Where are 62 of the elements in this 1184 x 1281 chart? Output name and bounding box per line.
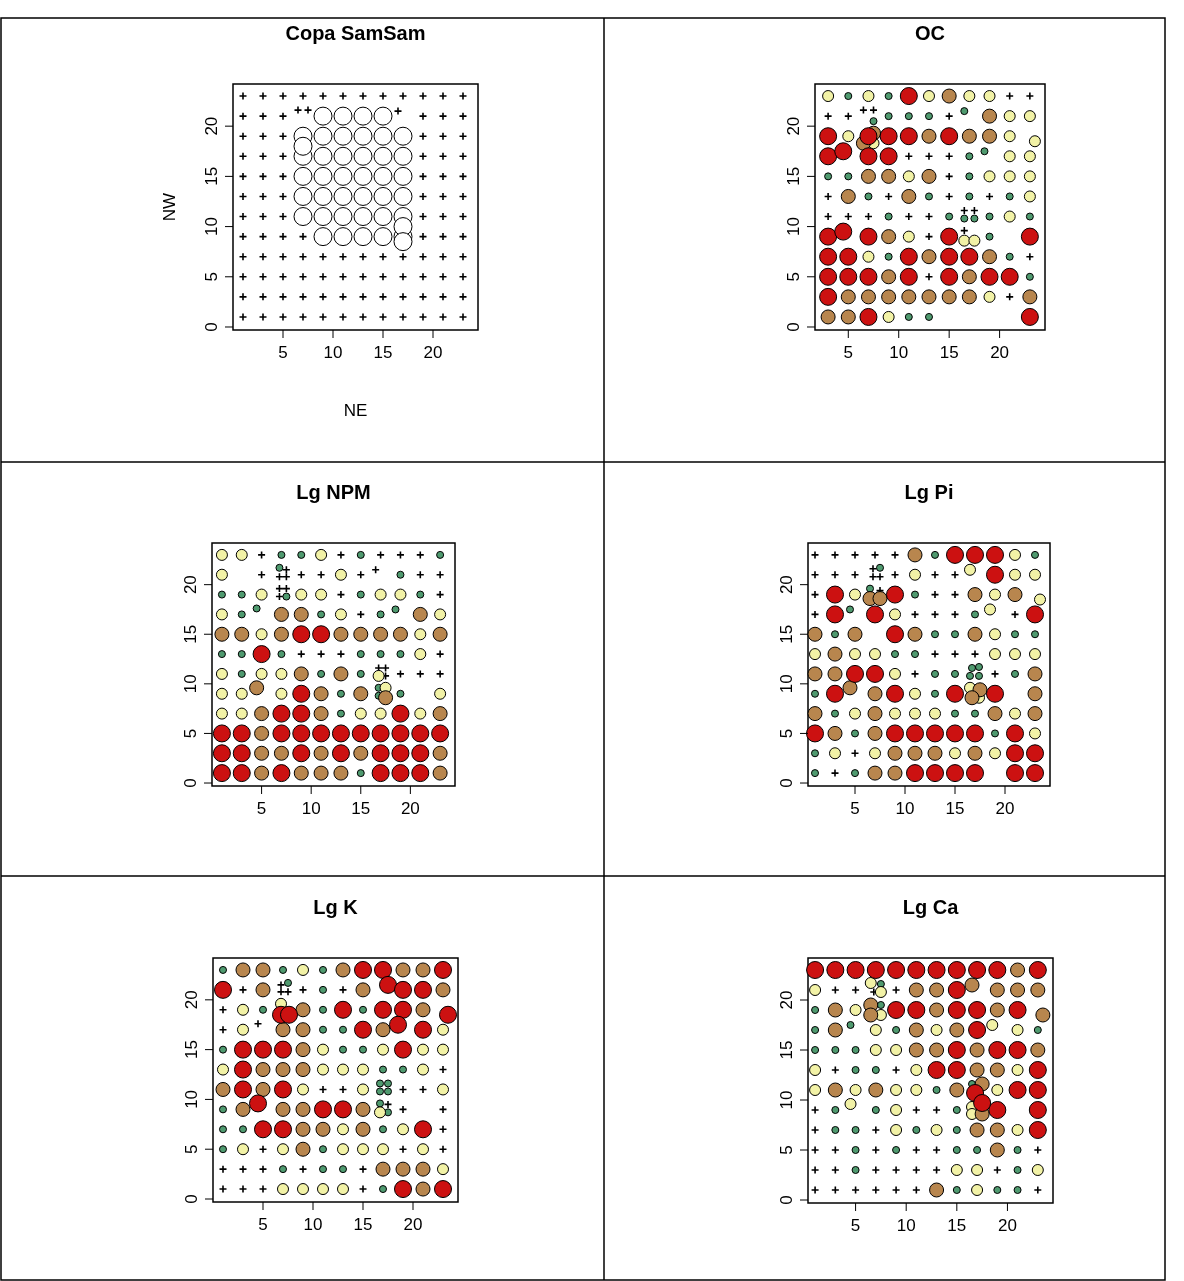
chart-title: Lg K <box>313 896 359 918</box>
x-tick-label: 20 <box>423 343 443 362</box>
chart-title: Copa SamSam <box>285 22 426 44</box>
chart-title: Lg NPM <box>296 481 371 503</box>
chart-title: Lg Ca <box>902 896 960 918</box>
y-tick-label: 10 <box>181 674 200 694</box>
x-tick-label: 5 <box>843 343 854 362</box>
x-tick-label: 15 <box>351 799 371 818</box>
y-tick-label: 10 <box>182 1089 201 1109</box>
x-tick-label: 20 <box>400 799 420 818</box>
y-tick-label: 10 <box>202 217 221 237</box>
y-tick-label: 0 <box>777 778 796 788</box>
y-tick-label: 0 <box>181 778 200 788</box>
y-tick-label: 5 <box>784 272 803 282</box>
y-tick-label: 20 <box>784 116 803 136</box>
y-axis-title: NW <box>160 192 179 222</box>
y-tick-label: 15 <box>777 1040 796 1060</box>
y-tick-label: 20 <box>777 575 796 595</box>
y-tick-label: 15 <box>181 624 200 644</box>
x-tick-label: 20 <box>995 799 1015 818</box>
y-tick-label: 10 <box>777 1090 796 1110</box>
y-tick-label: 10 <box>784 217 803 237</box>
x-tick-label: 10 <box>301 799 321 818</box>
x-axis-title: NE <box>343 401 368 420</box>
x-tick-label: 10 <box>895 799 915 818</box>
y-tick-label: 15 <box>182 1040 201 1060</box>
y-tick-label: 15 <box>777 624 796 644</box>
chart-title: OC <box>915 22 945 44</box>
y-tick-label: 15 <box>202 166 221 186</box>
x-tick-label: 5 <box>850 1216 861 1235</box>
y-tick-label: 5 <box>777 1145 796 1155</box>
x-tick-label: 15 <box>945 799 965 818</box>
y-tick-label: 5 <box>777 728 796 739</box>
x-tick-label: 10 <box>303 1215 323 1234</box>
y-tick-label: 20 <box>202 116 221 136</box>
y-tick-label: 15 <box>784 166 803 186</box>
x-tick-label: 20 <box>403 1215 423 1234</box>
y-tick-label: 5 <box>181 728 200 739</box>
y-tick-label: 10 <box>777 674 796 694</box>
y-tick-label: 0 <box>182 1194 201 1204</box>
y-tick-label: 0 <box>777 1195 796 1205</box>
x-tick-label: 20 <box>990 343 1010 362</box>
y-tick-label: 5 <box>182 1144 201 1154</box>
x-tick-label: 5 <box>258 1215 268 1234</box>
chart-title: Lg Pi <box>904 481 954 503</box>
x-tick-label: 5 <box>850 799 860 818</box>
y-tick-label: 0 <box>202 322 221 332</box>
y-tick-label: 20 <box>777 990 796 1010</box>
x-tick-label: 10 <box>323 343 343 362</box>
x-tick-label: 20 <box>997 1216 1017 1235</box>
y-tick-label: 5 <box>202 272 221 282</box>
y-tick-label: 0 <box>784 322 803 332</box>
x-tick-label: 10 <box>896 1216 916 1235</box>
x-tick-label: 5 <box>256 799 267 818</box>
y-tick-label: 20 <box>182 990 201 1010</box>
x-tick-label: 15 <box>947 1216 967 1235</box>
x-tick-label: 15 <box>373 343 393 362</box>
x-tick-label: 5 <box>278 343 288 362</box>
x-tick-label: 15 <box>353 1215 373 1234</box>
x-tick-label: 15 <box>939 343 959 362</box>
y-tick-label: 20 <box>181 575 200 595</box>
x-tick-label: 10 <box>889 343 909 362</box>
